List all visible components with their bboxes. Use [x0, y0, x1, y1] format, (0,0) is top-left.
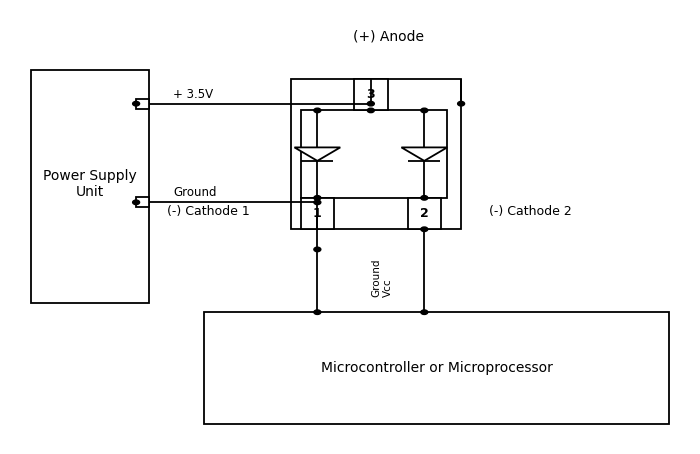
Text: + 3.5V: + 3.5V: [173, 88, 213, 100]
Text: (+) Anode: (+) Anode: [353, 30, 424, 44]
Circle shape: [132, 101, 139, 106]
Text: 1: 1: [313, 207, 322, 220]
Bar: [301, 198, 334, 229]
Circle shape: [314, 310, 321, 315]
Text: Ground: Ground: [372, 259, 382, 297]
Circle shape: [421, 310, 428, 315]
Text: (-) Cathode 2: (-) Cathode 2: [489, 205, 572, 218]
Bar: [354, 79, 388, 110]
Text: (-) Cathode 1: (-) Cathode 1: [167, 205, 249, 218]
Circle shape: [368, 101, 374, 106]
Circle shape: [132, 200, 139, 205]
Circle shape: [421, 108, 428, 113]
Text: Power Supply
Unit: Power Supply Unit: [43, 169, 136, 199]
Text: Microcontroller or Microprocessor: Microcontroller or Microprocessor: [321, 361, 553, 375]
Bar: [31, 70, 148, 303]
Circle shape: [368, 108, 374, 113]
Circle shape: [421, 227, 428, 232]
Bar: [204, 312, 669, 424]
Circle shape: [314, 108, 321, 113]
Circle shape: [314, 200, 321, 205]
Circle shape: [314, 196, 321, 200]
Circle shape: [421, 196, 428, 200]
Text: Vcc: Vcc: [382, 279, 393, 297]
Bar: [291, 79, 461, 229]
Polygon shape: [295, 148, 340, 161]
Bar: [407, 198, 441, 229]
Bar: [136, 197, 148, 207]
Bar: [136, 99, 148, 109]
Circle shape: [314, 247, 321, 252]
Bar: [302, 110, 447, 198]
Text: Ground: Ground: [173, 186, 216, 199]
Polygon shape: [401, 148, 447, 161]
Text: 2: 2: [420, 207, 428, 220]
Circle shape: [458, 101, 465, 106]
Text: 3: 3: [367, 88, 375, 101]
